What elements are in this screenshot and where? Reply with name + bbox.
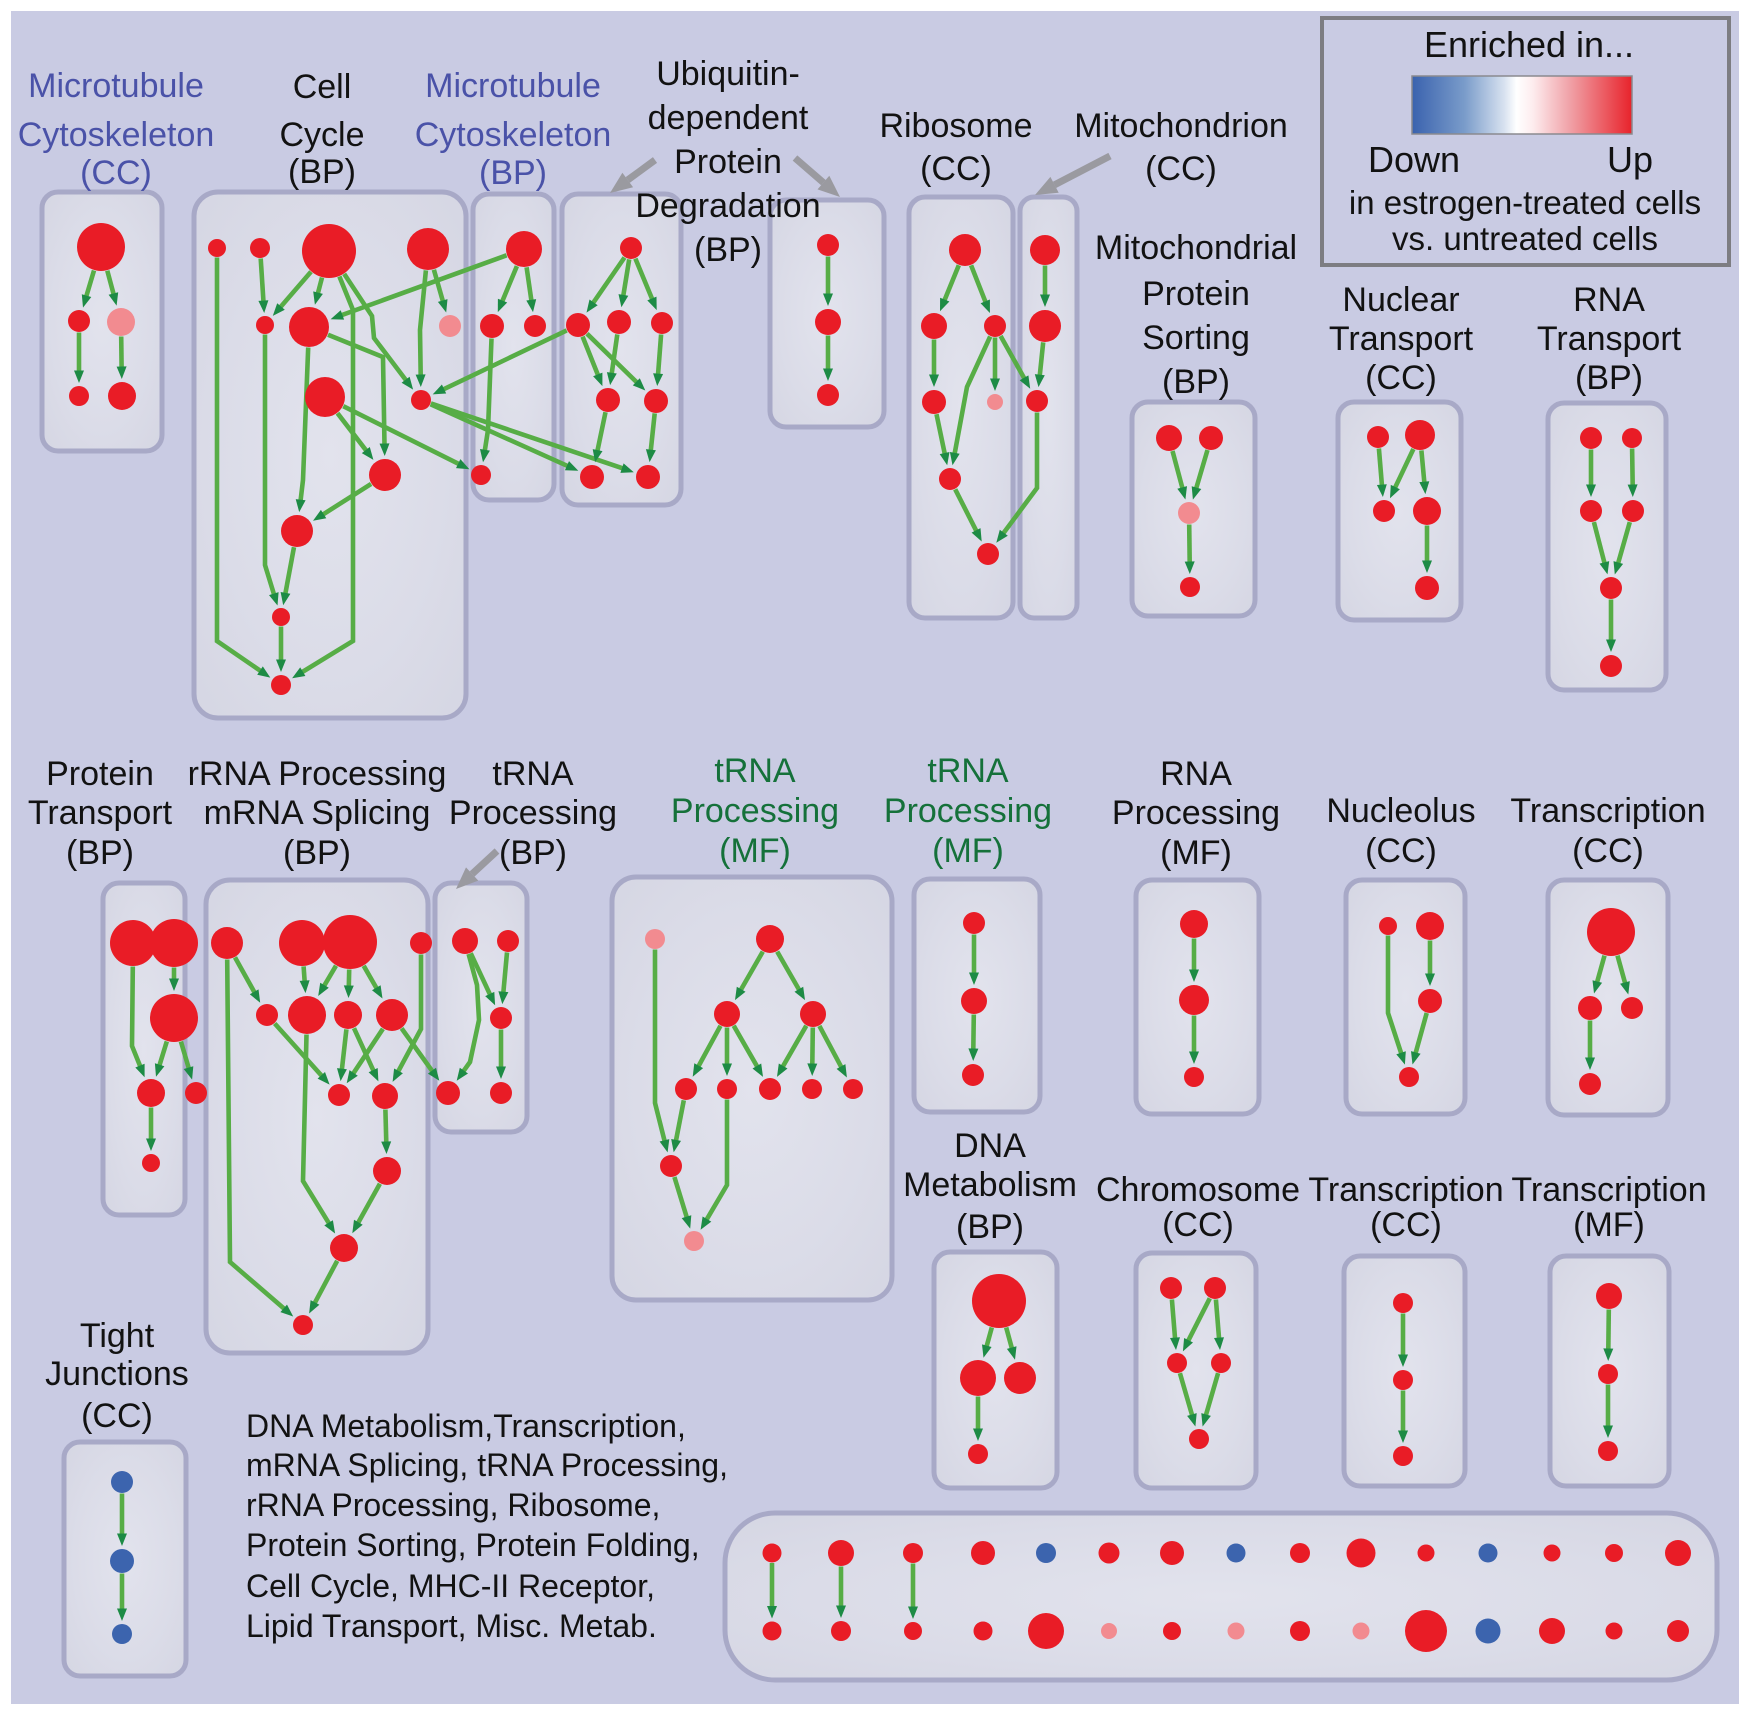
svg-text:Transport: Transport: [28, 794, 173, 832]
svg-text:Processing: Processing: [884, 792, 1052, 830]
svg-text:(BP): (BP): [283, 834, 351, 872]
svg-text:Tight: Tight: [80, 1317, 155, 1355]
svg-text:Mitochondrion: Mitochondrion: [1074, 107, 1288, 145]
svg-text:Cell Cycle, MHC-II Receptor,: Cell Cycle, MHC-II Receptor,: [246, 1568, 655, 1604]
svg-text:(BP): (BP): [66, 834, 134, 872]
svg-text:Ribosome: Ribosome: [879, 107, 1032, 145]
svg-text:rRNA Processing: rRNA Processing: [188, 755, 447, 793]
svg-text:Cycle: Cycle: [279, 116, 364, 154]
svg-text:Nucleolus: Nucleolus: [1326, 792, 1475, 830]
svg-text:(CC): (CC): [1145, 150, 1217, 188]
svg-text:Transcription: Transcription: [1308, 1171, 1503, 1209]
svg-text:Mitochondrial: Mitochondrial: [1095, 229, 1297, 267]
svg-text:Degradation: Degradation: [635, 187, 820, 225]
svg-text:Transcription: Transcription: [1510, 792, 1705, 830]
svg-text:tRNA: tRNA: [492, 755, 574, 793]
svg-text:Junctions: Junctions: [45, 1355, 189, 1393]
svg-text:Cell: Cell: [293, 68, 352, 106]
svg-text:(CC): (CC): [920, 150, 992, 188]
svg-text:rRNA Processing, Ribosome,: rRNA Processing, Ribosome,: [246, 1487, 660, 1523]
svg-text:(CC): (CC): [1365, 832, 1437, 870]
svg-text:tRNA: tRNA: [927, 752, 1009, 790]
svg-text:Protein: Protein: [1142, 275, 1250, 313]
svg-text:Down: Down: [1368, 139, 1460, 180]
svg-text:Lipid Transport, Misc. Metab.: Lipid Transport, Misc. Metab.: [246, 1608, 657, 1644]
svg-text:Processing: Processing: [1112, 794, 1280, 832]
svg-text:(BP): (BP): [956, 1208, 1024, 1246]
svg-text:Protein Sorting, Protein Foldi: Protein Sorting, Protein Folding,: [246, 1527, 700, 1563]
svg-text:Enriched in...: Enriched in...: [1424, 24, 1634, 65]
svg-text:Protein: Protein: [674, 143, 782, 181]
svg-text:RNA: RNA: [1573, 281, 1645, 319]
svg-text:Up: Up: [1607, 139, 1653, 180]
svg-text:(CC): (CC): [1365, 359, 1437, 397]
svg-text:in estrogen-treated cells: in estrogen-treated cells: [1349, 184, 1701, 221]
svg-text:(CC): (CC): [1162, 1206, 1234, 1244]
svg-text:mRNA Splicing, tRNA Processing: mRNA Splicing, tRNA Processing,: [246, 1447, 728, 1483]
svg-text:(CC): (CC): [1370, 1206, 1442, 1244]
svg-text:Transport: Transport: [1537, 320, 1682, 358]
svg-text:Chromosome: Chromosome: [1096, 1171, 1300, 1209]
svg-text:vs. untreated cells: vs. untreated cells: [1392, 220, 1658, 257]
svg-text:Transcription: Transcription: [1511, 1171, 1706, 1209]
svg-text:(BP): (BP): [694, 231, 762, 269]
svg-text:(BP): (BP): [288, 153, 356, 191]
svg-text:RNA: RNA: [1160, 755, 1232, 793]
svg-text:Cytoskeleton: Cytoskeleton: [18, 116, 215, 154]
svg-text:(BP): (BP): [1575, 359, 1643, 397]
svg-text:Ubiquitin-: Ubiquitin-: [656, 55, 800, 93]
svg-text:Cytoskeleton: Cytoskeleton: [415, 116, 612, 154]
svg-text:(BP): (BP): [1162, 363, 1230, 401]
svg-text:DNA Metabolism,Transcription,: DNA Metabolism,Transcription,: [246, 1408, 686, 1444]
svg-text:Processing: Processing: [671, 792, 839, 830]
svg-text:Metabolism: Metabolism: [903, 1166, 1077, 1204]
svg-text:Processing: Processing: [449, 794, 617, 832]
svg-text:mRNA Splicing: mRNA Splicing: [204, 794, 431, 832]
svg-text:(MF): (MF): [932, 832, 1004, 870]
svg-text:Sorting: Sorting: [1142, 319, 1250, 357]
svg-text:Protein: Protein: [46, 755, 154, 793]
svg-text:(MF): (MF): [1573, 1206, 1645, 1244]
svg-text:Transport: Transport: [1329, 320, 1474, 358]
svg-text:(CC): (CC): [80, 154, 152, 192]
svg-text:(MF): (MF): [719, 832, 791, 870]
svg-text:Nuclear: Nuclear: [1342, 281, 1459, 319]
svg-text:Microtubule: Microtubule: [28, 67, 204, 105]
svg-text:DNA: DNA: [954, 1127, 1026, 1165]
svg-text:tRNA: tRNA: [714, 752, 796, 790]
svg-text:(MF): (MF): [1160, 834, 1232, 872]
svg-text:(BP): (BP): [479, 154, 547, 192]
svg-text:dependent: dependent: [648, 99, 809, 137]
svg-text:Microtubule: Microtubule: [425, 67, 601, 105]
svg-text:(BP): (BP): [499, 834, 567, 872]
svg-text:(CC): (CC): [1572, 832, 1644, 870]
svg-text:(CC): (CC): [81, 1397, 153, 1435]
